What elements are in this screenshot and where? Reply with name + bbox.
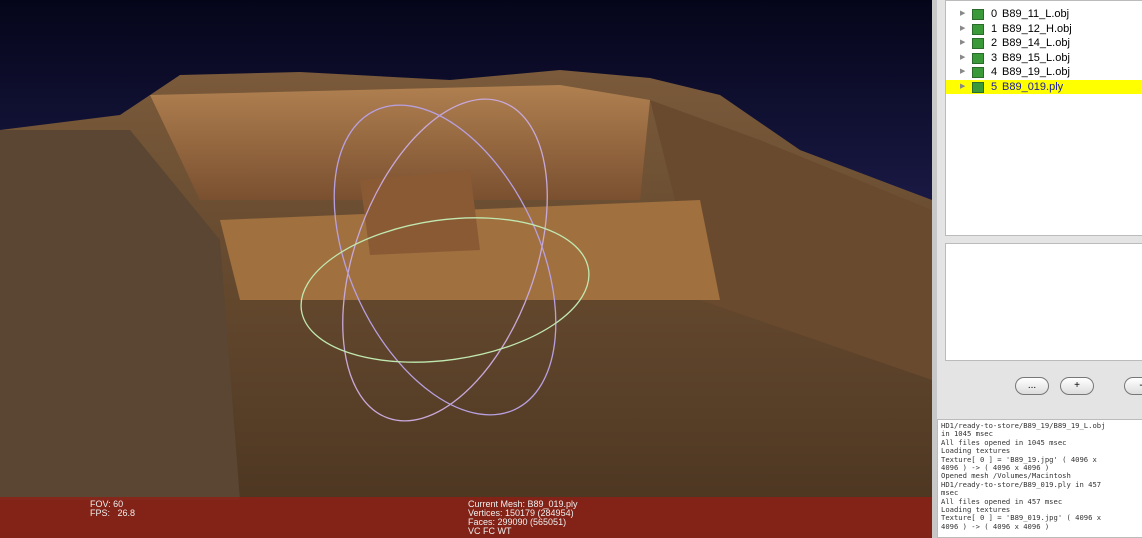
left-wall xyxy=(0,130,240,500)
back-wall xyxy=(150,85,650,200)
layer-index: 5 xyxy=(991,81,998,93)
side-panel: ▶ 0 B89_11_L.obj ▶ 1 B89_12_H.obj ▶ 2 B89_14_L.o… xyxy=(932,0,1142,538)
layer-row[interactable]: ▶ 2 B89_14_L.obj xyxy=(946,36,1142,50)
log-line: in 1045 msec xyxy=(941,429,993,439)
status-text: FPS: 26.8 xyxy=(90,508,136,518)
trackball[interactable] xyxy=(289,70,601,449)
trackball-ring xyxy=(333,104,557,416)
visibility-toggle[interactable] xyxy=(972,38,984,50)
expand-arrow[interactable]: ▶ xyxy=(960,39,966,47)
log-line: Opened mesh /Volumes/Macintosh xyxy=(941,471,1071,481)
visibility-toggle[interactable] xyxy=(972,67,984,79)
expand-arrow[interactable]: ▶ xyxy=(960,53,966,61)
visibility-toggle[interactable] xyxy=(972,23,984,35)
layer-index: 3 xyxy=(991,51,998,64)
layer-index: 2 xyxy=(991,37,998,50)
log-line: msec xyxy=(941,488,959,498)
status-text: Current Mesh: B89_019.ply xyxy=(468,499,578,509)
status-center: Current Mesh: B89_019.ply Vertices: 15017… xyxy=(468,500,578,536)
trackball-ring xyxy=(300,217,590,363)
visibility-toggle[interactable] xyxy=(972,9,984,20)
log-line: Texture[ 0 ] = 'B89_019.jpg' ( 4096 x xyxy=(941,513,1102,523)
layer-row[interactable]: ▶ 3 B89_15_L.obj xyxy=(946,51,1142,65)
info-box xyxy=(945,243,1142,361)
status-text: VC FC WT xyxy=(468,526,512,536)
block xyxy=(360,170,480,255)
log-line: All files opened in 1045 msec xyxy=(941,437,1067,447)
layer-list: ▶ 0 B89_11_L.obj ▶ 1 B89_12_H.obj ▶ 2 B89_14_L.o… xyxy=(945,0,1142,236)
button[interactable]: ... xyxy=(1015,377,1049,395)
layer-name: B89_12_H.obj xyxy=(1002,22,1072,35)
layer-name: B89_19_L.obj xyxy=(1002,66,1070,79)
layer-row[interactable]: ▶ 5 B89_019.ply xyxy=(946,80,1142,94)
layer-row[interactable]: ▶ 4 B89_19_L.obj xyxy=(946,65,1142,79)
expand-arrow[interactable]: ▶ xyxy=(960,10,966,17)
layer-index: 4 xyxy=(991,66,998,79)
status-text: Vertices: 150179 (284954) xyxy=(468,508,574,518)
right-wall xyxy=(650,100,932,380)
trackball-ring xyxy=(342,98,548,422)
log-line: All files opened in 457 msec xyxy=(941,496,1063,506)
log-line: 4096 ) -> ( 4096 x 4096 ) xyxy=(941,463,1050,473)
layer-name: B89_11_L.obj xyxy=(1002,8,1070,20)
log-line: Texture[ 0 ] = 'B89_19.jpg' ( 4096 x xyxy=(941,454,1097,464)
button[interactable]: - xyxy=(1124,377,1142,395)
visibility-toggle[interactable] xyxy=(972,52,984,64)
layer-row[interactable]: ▶ 1 B89_12_H.obj xyxy=(946,22,1142,36)
3d-viewport[interactable] xyxy=(0,0,932,538)
status-text: Faces: 299090 (565051) xyxy=(468,517,567,527)
visibility-toggle[interactable] xyxy=(972,82,984,93)
log-line: HD1/ready-to-store/B89_019.ply in 457 xyxy=(941,479,1102,489)
log-line: Loading textures xyxy=(941,505,1011,515)
expand-arrow[interactable]: ▶ xyxy=(960,83,966,90)
layer-index: 0 xyxy=(991,8,998,20)
layer-name: B89_019.ply xyxy=(1002,81,1064,93)
layer-name: B89_14_L.obj xyxy=(1002,37,1070,50)
status-bar: FOV: 60 FPS: 26.8 Current Mesh: B89_019.p… xyxy=(0,497,932,538)
layer-index: 1 xyxy=(991,22,998,35)
expand-arrow[interactable]: ▶ xyxy=(960,24,966,32)
expand-arrow[interactable]: ▶ xyxy=(960,68,966,76)
log-line: 4096 ) -> ( 4096 x 4096 ) xyxy=(941,521,1050,531)
button[interactable]: + xyxy=(1060,377,1094,395)
log-line: Loading textures xyxy=(941,446,1011,456)
layer-row[interactable]: ▶ 0 B89_11_L.obj xyxy=(946,7,1142,21)
status-left: FOV: 60 FPS: 26.8 xyxy=(90,500,135,518)
log-line: HD1/ready-to-store/B89_19/B89_19_L.obj xyxy=(941,421,1106,430)
status-text: FOV: 60 xyxy=(90,499,124,509)
log-panel: HD1/ready-to-store/B89_19/B89_19_L.obj in… xyxy=(937,419,1142,538)
layer-name: B89_15_L.obj xyxy=(1002,51,1070,64)
